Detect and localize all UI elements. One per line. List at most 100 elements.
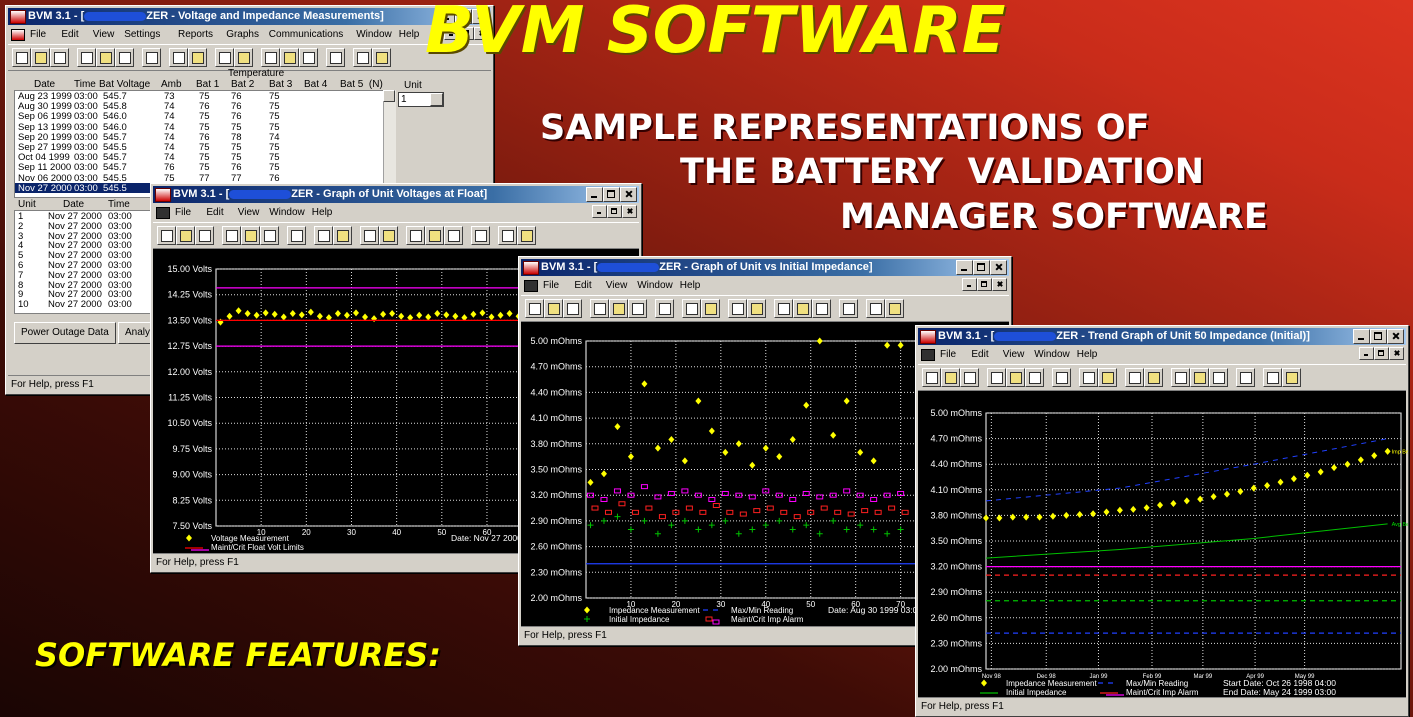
toolbar-button[interactable]: [77, 48, 96, 67]
toolbar-button[interactable]: [157, 226, 176, 245]
menu-item[interactable]: Edit: [61, 29, 78, 40]
toolbar-button[interactable]: [590, 299, 609, 318]
toolbar-button[interactable]: [406, 226, 425, 245]
toolbar-button[interactable]: [682, 299, 701, 318]
toolbar-icon: [337, 230, 349, 242]
toolbar-button[interactable]: [31, 48, 50, 67]
toolbar-button[interactable]: [774, 299, 793, 318]
toolbar-button[interactable]: [1263, 368, 1282, 387]
toolbar-button[interactable]: [188, 48, 207, 67]
toolbar-button[interactable]: [812, 299, 831, 318]
toolbar-button[interactable]: [793, 299, 812, 318]
toolbar-button[interactable]: [372, 48, 391, 67]
menu-item[interactable]: Help: [399, 29, 420, 40]
menu-item[interactable]: File: [30, 29, 46, 40]
data-point: [416, 312, 422, 319]
toolbar-button[interactable]: [353, 48, 372, 67]
menu-item[interactable]: Graphs: [226, 29, 259, 40]
toolbar-button[interactable]: [1171, 368, 1190, 387]
toolbar-button[interactable]: [425, 226, 444, 245]
toolbar-button[interactable]: [333, 226, 352, 245]
title-bar: BVM 3.1 - [ZER - Voltage and Impedance M…: [8, 8, 491, 25]
data-point: [1144, 504, 1150, 511]
toolbar-button[interactable]: [941, 368, 960, 387]
toolbar-button[interactable]: [222, 226, 241, 245]
toolbar-button[interactable]: [839, 299, 858, 318]
data-point: [1344, 461, 1350, 468]
menu-item[interactable]: View: [93, 29, 115, 40]
toolbar-button[interactable]: [115, 48, 134, 67]
toolbar-button[interactable]: [261, 48, 280, 67]
toolbar-button[interactable]: [169, 48, 188, 67]
toolbar-button[interactable]: [866, 299, 885, 318]
x-tick-label: 30: [347, 528, 356, 537]
toolbar-button[interactable]: [517, 226, 536, 245]
toolbar-button[interactable]: [12, 48, 31, 67]
y-tick-label: 9.75 Volts: [172, 444, 212, 454]
toolbar-button[interactable]: [287, 226, 306, 245]
toolbar-button[interactable]: [50, 48, 69, 67]
toolbar-button[interactable]: [1125, 368, 1144, 387]
toolbar-button[interactable]: [280, 48, 299, 67]
toolbar-button[interactable]: [314, 226, 333, 245]
toolbar-button[interactable]: [326, 48, 345, 67]
button[interactable]: Power Outage Data: [14, 322, 116, 344]
toolbar-button[interactable]: [1025, 368, 1044, 387]
toolbar-button[interactable]: [260, 226, 279, 245]
toolbar-button[interactable]: [960, 368, 979, 387]
table-cell: 10: [18, 299, 29, 310]
toolbar-button[interactable]: [444, 226, 463, 245]
data-point: [898, 342, 904, 349]
toolbar-button[interactable]: [655, 299, 674, 318]
curve-label: Imp Best-Fit Curve: [1392, 449, 1408, 455]
toolbar-button[interactable]: [987, 368, 1006, 387]
toolbar-button[interactable]: [1190, 368, 1209, 387]
menu-item[interactable]: Window: [356, 29, 392, 40]
toolbar-button[interactable]: [1236, 368, 1255, 387]
toolbar-button[interactable]: [299, 48, 318, 67]
toolbar-button[interactable]: [728, 299, 747, 318]
toolbar-button[interactable]: [563, 299, 582, 318]
menu-item[interactable]: Reports: [178, 29, 213, 40]
toolbar-icon: [502, 230, 514, 242]
toolbar-button[interactable]: [215, 48, 234, 67]
unit-dropdown[interactable]: 1: [398, 92, 444, 107]
toolbar-icon: [1240, 372, 1252, 384]
toolbar-button[interactable]: [241, 226, 260, 245]
toolbar-button[interactable]: [498, 226, 517, 245]
toolbar-button[interactable]: [1052, 368, 1071, 387]
data-point: [227, 313, 233, 320]
dropdown-button[interactable]: [430, 93, 443, 106]
data-point: [1278, 479, 1284, 486]
toolbar-button[interactable]: [525, 299, 544, 318]
toolbar-icon: [778, 303, 790, 315]
toolbar-button[interactable]: [142, 48, 161, 67]
scroll-button[interactable]: [383, 90, 395, 102]
toolbar-button[interactable]: [1006, 368, 1025, 387]
legend-label: Initial Impedance: [609, 615, 670, 624]
toolbar-button[interactable]: [1098, 368, 1117, 387]
toolbar-button[interactable]: [234, 48, 253, 67]
toolbar-button[interactable]: [360, 226, 379, 245]
toolbar-button[interactable]: [701, 299, 720, 318]
toolbar-button[interactable]: [471, 226, 490, 245]
toolbar-button[interactable]: [96, 48, 115, 67]
toolbar-button[interactable]: [1079, 368, 1098, 387]
toolbar-button[interactable]: [885, 299, 904, 318]
menu-item[interactable]: Settings: [124, 29, 160, 40]
toolbar-button[interactable]: [628, 299, 647, 318]
data-point: [682, 489, 688, 493]
toolbar-icon: [1129, 372, 1141, 384]
toolbar-button[interactable]: [1209, 368, 1228, 387]
toolbar-button[interactable]: [1282, 368, 1301, 387]
toolbar-button[interactable]: [747, 299, 766, 318]
toolbar-icon: [1175, 372, 1187, 384]
toolbar-button[interactable]: [922, 368, 941, 387]
toolbar-button[interactable]: [379, 226, 398, 245]
toolbar-button[interactable]: [544, 299, 563, 318]
toolbar-button[interactable]: [195, 226, 214, 245]
toolbar-button[interactable]: [176, 226, 195, 245]
toolbar-button[interactable]: [1144, 368, 1163, 387]
toolbar-button[interactable]: [609, 299, 628, 318]
menu-item[interactable]: Communications: [269, 29, 343, 40]
